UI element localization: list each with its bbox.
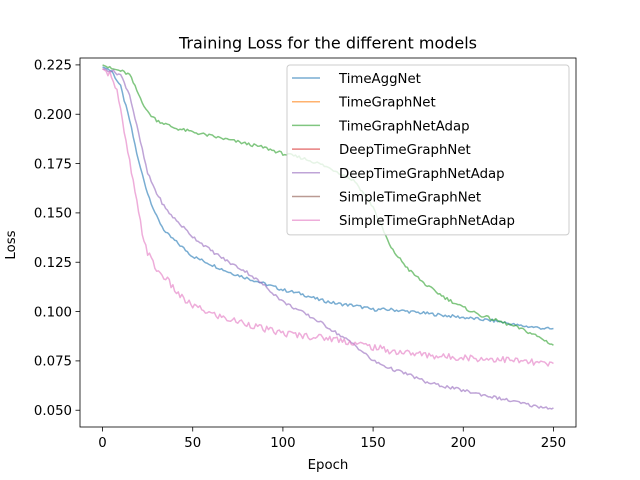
legend-label: SimpleTimeGraphNetAdap [339,214,515,229]
legend-label: TimeAggNet [338,72,421,87]
x-tick-label: 50 [184,436,201,451]
x-tick-label: 150 [360,436,385,451]
plot-frame [79,57,577,428]
legend-label: DeepTimeGraphNet [339,143,471,158]
y-axis-title: Loss [4,230,19,259]
y-tick-label: 0.100 [34,305,72,320]
legend-label: DeepTimeGraphNetAdap [339,167,505,182]
y-tick-label: 0.125 [34,256,72,271]
x-axis-title: Epoch [308,458,349,473]
y-tick-label: 0.200 [34,108,72,123]
x-tick-label: 0 [98,436,106,451]
chart-title: Training Loss for the different models [178,34,477,53]
legend-label: TimeGraphNet [338,96,436,111]
series-line-deeptimegraphnetadap [102,68,554,410]
legend-frame [286,64,570,236]
series-line-timeaggnet [102,66,554,330]
x-tick-label: 100 [270,436,295,451]
axes-layer: 0 50 100 150 200 250 0.050 0.075 0.100 0.125 0.150… [34,57,577,451]
y-tick-label: 0.050 [34,404,72,419]
legend-label: TimeGraphNetAdap [338,119,470,134]
y-tick-label: 0.150 [34,207,72,222]
legend-label: SimpleTimeGraphNet [339,191,481,206]
series-line-simpletimegraphnetadap [102,68,554,367]
y-tick-label: 0.175 [34,157,72,172]
y-tick-label: 0.225 [34,59,72,74]
x-tick-label: 250 [541,436,566,451]
y-tick-label: 0.075 [34,355,72,370]
legend: TimeAggNet TimeGraphNet TimeGraphNetAdap De… [286,64,570,236]
x-tick-label: 200 [451,436,476,451]
